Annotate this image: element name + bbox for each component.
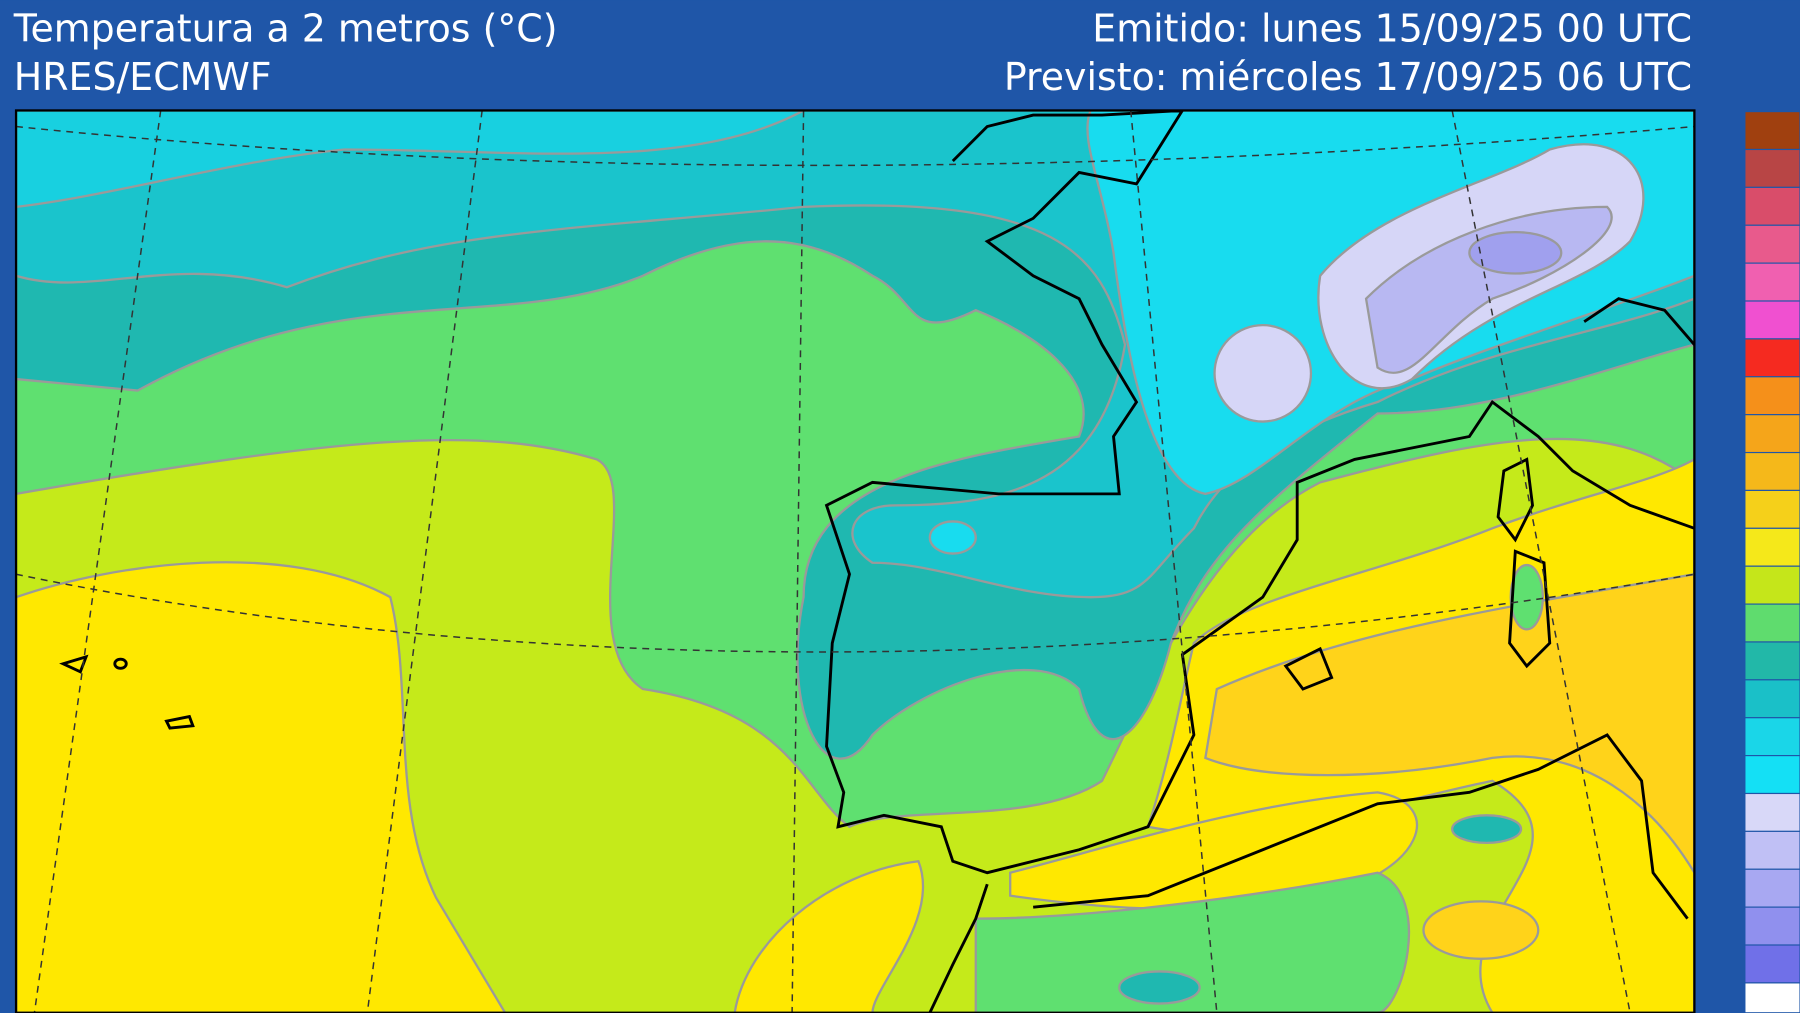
temperature-map [16,110,1695,1013]
model-name: HRES/ECMWF [14,55,272,99]
issued-time: Emitido: lunes 15/09/25 00 UTC [1092,7,1692,51]
map-title: Temperatura a 2 metros (°C) [13,7,558,51]
forecast-time: Previsto: miércoles 17/09/25 06 UTC [1004,55,1692,99]
color-bar [1744,111,1800,1013]
